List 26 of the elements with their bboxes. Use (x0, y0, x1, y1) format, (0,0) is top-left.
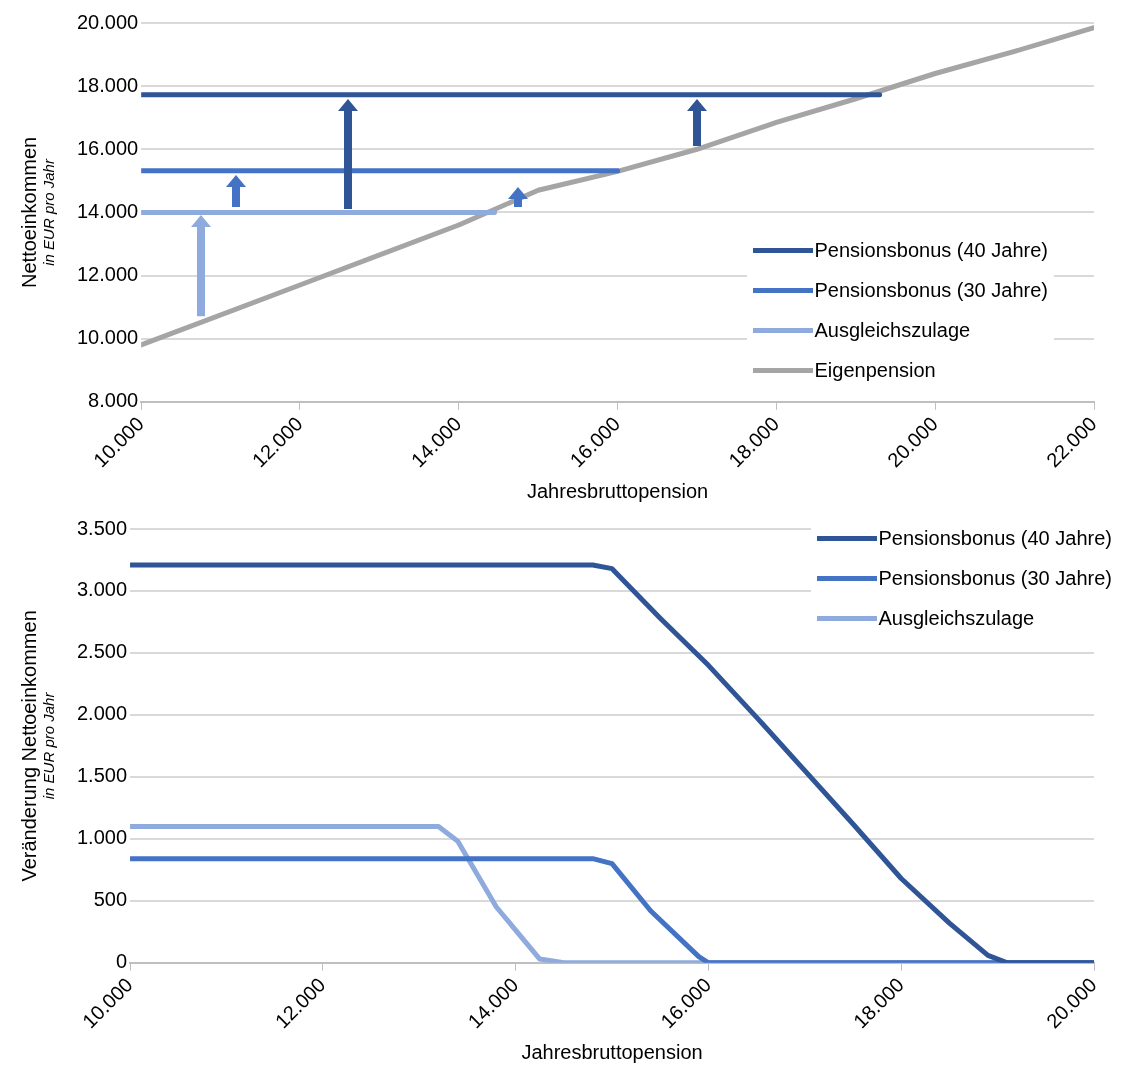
y-tick-label: 18.000 (77, 73, 139, 96)
legend-label: Ausgleichszulage (878, 606, 1035, 630)
y-tick-label: 0 (115, 950, 128, 973)
y-tick-label: 500 (93, 888, 128, 911)
y-tick-label: 3.000 (76, 578, 128, 601)
y-axis-title: Veränderung Nettoeinkommen in EUR pro Jahr (18, 610, 57, 882)
legend-label: Ausgleichszulage (814, 319, 971, 343)
y-tick-label: 1.500 (76, 764, 128, 787)
y-tick-label: 12.000 (77, 263, 139, 286)
y-tick-label: 8.000 (88, 389, 139, 412)
y-tick-label: 3.500 (76, 516, 128, 539)
x-axis-title: Jahresbruttopension (526, 479, 709, 502)
y-tick-label: 2.000 (76, 702, 128, 725)
x-axis-title: Jahresbruttopension (521, 1040, 703, 1063)
legend-label: Eigenpension (814, 359, 936, 383)
y-axis-title: Nettoeinkommen in EUR pro Jahr (18, 136, 57, 288)
legend-label: Pensionsbonus (30 Jahre) (878, 566, 1112, 590)
y-tick-label: 16.000 (77, 136, 139, 159)
legend-label: Pensionsbonus (30 Jahre) (814, 279, 1048, 303)
legend-label: Pensionsbonus (40 Jahre) (878, 526, 1112, 550)
y-tick-label: 20.000 (77, 10, 139, 33)
y-tick-label: 10.000 (77, 326, 139, 349)
y-tick-label: 14.000 (77, 199, 139, 222)
y-tick-label: 2.500 (76, 640, 128, 663)
y-tick-label: 1.000 (76, 826, 128, 849)
legend-label: Pensionsbonus (40 Jahre) (814, 239, 1048, 263)
